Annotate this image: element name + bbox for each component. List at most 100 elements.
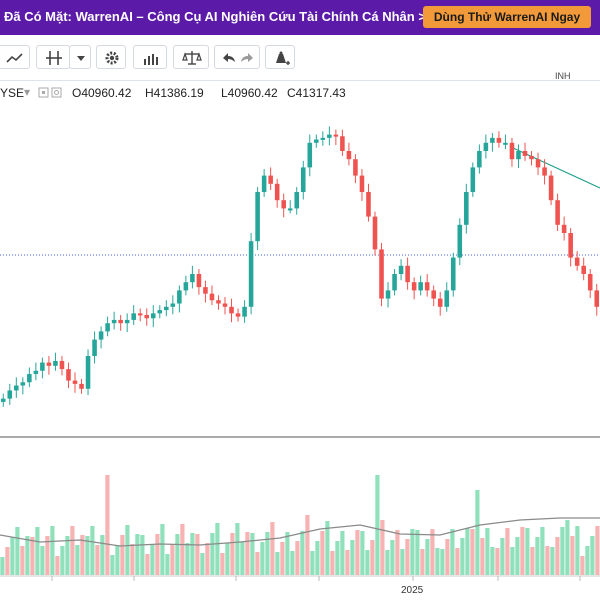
candle[interactable] (144, 315, 150, 319)
candle[interactable] (33, 370, 39, 375)
candle[interactable] (150, 313, 156, 319)
candle[interactable] (392, 274, 397, 291)
candle[interactable] (170, 303, 176, 307)
candle[interactable] (327, 134, 332, 138)
candle[interactable] (20, 382, 26, 386)
candle[interactable] (490, 137, 495, 143)
candle[interactable] (398, 265, 404, 274)
candle[interactable] (261, 175, 267, 192)
candle[interactable] (72, 380, 78, 384)
candle[interactable] (203, 287, 208, 294)
candle[interactable] (379, 249, 384, 299)
chart-type-dropdown[interactable] (69, 45, 91, 69)
candle[interactable] (59, 360, 65, 370)
candle[interactable] (190, 274, 195, 283)
candle[interactable] (177, 290, 182, 304)
candle[interactable] (353, 159, 358, 176)
candle[interactable] (372, 216, 378, 250)
candle[interactable] (216, 300, 221, 304)
candle[interactable] (274, 183, 280, 201)
candle[interactable] (183, 282, 189, 291)
candle[interactable] (14, 385, 19, 391)
symbol-dropdown-icon[interactable]: ▾ (24, 85, 31, 99)
candle[interactable] (522, 151, 528, 156)
candle[interactable] (464, 192, 469, 225)
candle[interactable] (555, 200, 560, 225)
candle[interactable] (40, 362, 45, 371)
volume-bars-button[interactable] (133, 45, 167, 69)
candle[interactable] (164, 306, 169, 311)
candle[interactable] (424, 282, 430, 291)
undo-icon[interactable] (215, 46, 238, 70)
candle[interactable] (137, 313, 143, 316)
candle[interactable] (46, 362, 52, 366)
candle[interactable] (98, 331, 104, 340)
candle[interactable] (111, 319, 117, 324)
candle[interactable] (366, 192, 371, 217)
candle[interactable] (548, 175, 554, 201)
candle[interactable] (242, 306, 247, 317)
candle[interactable] (405, 265, 410, 283)
candle[interactable] (79, 383, 84, 389)
compare-button[interactable] (173, 45, 209, 69)
candle[interactable] (496, 137, 502, 143)
candle[interactable] (209, 293, 215, 301)
candle[interactable] (470, 167, 476, 192)
candle[interactable] (131, 313, 136, 320)
price-chart[interactable] (0, 110, 600, 438)
candle[interactable] (287, 208, 293, 211)
candle[interactable] (385, 290, 391, 299)
candle[interactable] (340, 136, 345, 151)
candle[interactable] (300, 167, 306, 192)
candle[interactable] (483, 142, 489, 151)
candle[interactable] (535, 159, 541, 168)
promo-banner-text[interactable]: Đã Có Mặt: WarrenAI – Công Cụ AI Nghiên … (4, 9, 442, 24)
candle[interactable] (477, 151, 482, 168)
candle[interactable] (281, 200, 286, 209)
candle[interactable] (157, 310, 163, 314)
candle[interactable] (509, 142, 515, 160)
settings-button[interactable] (96, 45, 126, 69)
candle[interactable] (268, 175, 273, 184)
alert-button[interactable] (265, 45, 295, 69)
candle[interactable] (431, 290, 436, 299)
candle[interactable] (27, 374, 32, 383)
candle[interactable] (437, 298, 443, 307)
candle[interactable] (594, 290, 600, 307)
candle[interactable] (105, 323, 110, 332)
candle[interactable] (581, 265, 586, 274)
candle[interactable] (542, 167, 547, 176)
legend-eye-icon[interactable] (38, 85, 64, 102)
candle[interactable] (574, 257, 580, 266)
candle[interactable] (248, 241, 254, 307)
candle[interactable] (222, 303, 228, 307)
candle[interactable] (444, 290, 450, 307)
candle[interactable] (450, 257, 456, 291)
candle[interactable] (92, 339, 97, 356)
candle[interactable] (346, 151, 352, 160)
redo-icon[interactable] (238, 46, 261, 70)
symbol-label[interactable]: YSE (0, 86, 25, 100)
candle[interactable] (0, 398, 6, 402)
line-chart-button[interactable] (0, 45, 30, 69)
candle[interactable] (587, 274, 593, 291)
candle[interactable] (320, 137, 326, 140)
candle[interactable] (418, 282, 423, 291)
candle[interactable] (307, 142, 313, 168)
candle[interactable] (196, 274, 202, 288)
candle[interactable] (333, 134, 339, 137)
candle[interactable] (255, 192, 260, 242)
indicator-button[interactable] (36, 45, 70, 69)
candle[interactable] (503, 142, 508, 145)
candle[interactable] (7, 390, 13, 399)
candle[interactable] (66, 369, 71, 381)
candle[interactable] (53, 360, 58, 366)
candle[interactable] (359, 175, 365, 192)
candle[interactable] (118, 319, 123, 324)
candle[interactable] (85, 356, 91, 389)
candle[interactable] (568, 233, 573, 258)
candle[interactable] (235, 313, 241, 317)
candle[interactable] (294, 192, 300, 209)
candle[interactable] (229, 306, 234, 314)
try-warrenai-button[interactable]: Dùng Thử WarrenAI Ngay (423, 6, 591, 28)
